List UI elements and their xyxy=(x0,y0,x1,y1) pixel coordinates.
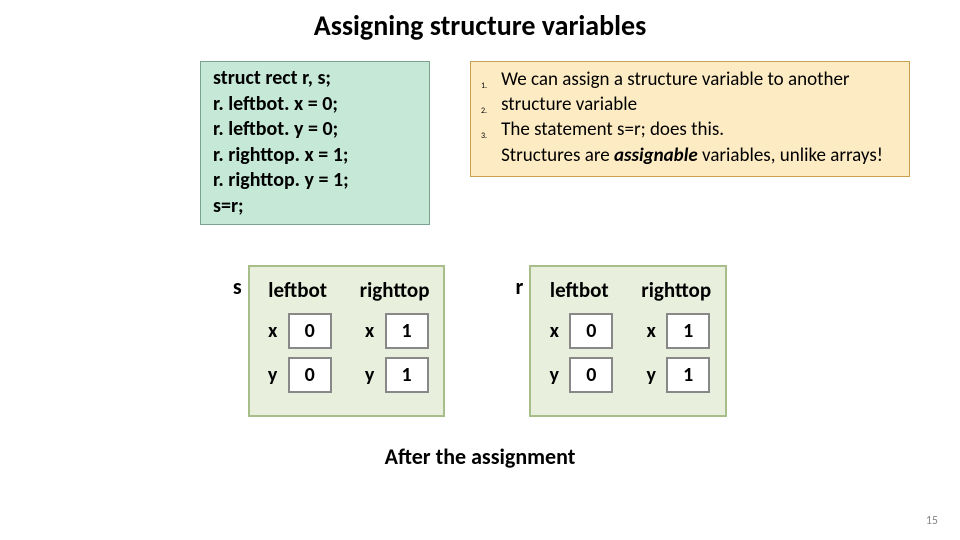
field-leftbot: leftbotx0y0 xyxy=(545,277,613,401)
notes-box: 1.2.3. We can assign a structure variabl… xyxy=(470,61,910,177)
struct-label: r xyxy=(515,273,523,300)
struct-label: s xyxy=(233,273,242,300)
diagram-caption: After the assignment xyxy=(0,443,960,470)
notes-text: We can assign a structure variable to an… xyxy=(501,68,895,170)
kv-row: y0 xyxy=(545,357,613,393)
slide-title: Assigning structure variables xyxy=(0,0,960,43)
kv-value: 0 xyxy=(288,357,332,393)
kv-key: x xyxy=(642,319,660,343)
kv-row: y1 xyxy=(361,357,429,393)
field-label: leftbot xyxy=(268,277,327,303)
kv-value: 0 xyxy=(288,313,332,349)
note-item: We can assign a structure variable to an… xyxy=(501,68,895,117)
kv-row: y0 xyxy=(264,357,332,393)
kv-key: y xyxy=(361,363,379,387)
struct-r: rleftbotx0y0righttopx1y1 xyxy=(515,265,727,417)
kv-value: 0 xyxy=(569,357,613,393)
kv-key: x xyxy=(545,319,563,343)
code-box: struct rect r, s;r. leftbot. x = 0;r. le… xyxy=(200,61,430,225)
code-line: r. leftbot. x = 0; xyxy=(213,92,417,118)
kv-value: 1 xyxy=(385,313,429,349)
kv-row: x0 xyxy=(264,313,332,349)
kv-key: x xyxy=(361,319,379,343)
kv-value: 1 xyxy=(666,357,710,393)
code-line: r. leftbot. y = 0; xyxy=(213,117,417,143)
diagram-area: sleftbotx0y0righttopx1y1rleftbotx0y0righ… xyxy=(0,265,960,417)
note-item: Structures are assignable variables, unl… xyxy=(501,144,895,169)
top-row: struct rect r, s;r. leftbot. x = 0;r. le… xyxy=(0,43,960,225)
kv-key: y xyxy=(264,363,282,387)
kv-value: 1 xyxy=(666,313,710,349)
kv-row: x1 xyxy=(361,313,429,349)
field-righttop: righttopx1y1 xyxy=(360,277,430,401)
kv-row: x0 xyxy=(545,313,613,349)
kv-value: 0 xyxy=(569,313,613,349)
field-label: righttop xyxy=(360,277,430,303)
field-righttop: righttopx1y1 xyxy=(641,277,711,401)
field-label: leftbot xyxy=(550,277,609,303)
kv-value: 1 xyxy=(385,357,429,393)
kv-key: y xyxy=(642,363,660,387)
field-label: righttop xyxy=(641,277,711,303)
kv-row: y1 xyxy=(642,357,710,393)
struct-s: sleftbotx0y0righttopx1y1 xyxy=(233,265,446,417)
kv-row: x1 xyxy=(642,313,710,349)
field-leftbot: leftbotx0y0 xyxy=(264,277,332,401)
code-line: struct rect r, s; xyxy=(213,66,417,92)
kv-key: x xyxy=(264,319,282,343)
code-line: r. righttop. y = 1; xyxy=(213,168,417,194)
note-number: 2. xyxy=(481,99,487,124)
note-number: 3. xyxy=(481,124,487,149)
note-number: 1. xyxy=(481,74,487,99)
code-line: s=r; xyxy=(213,194,417,220)
kv-key: y xyxy=(545,363,563,387)
code-line: r. righttop. x = 1; xyxy=(213,143,417,169)
struct-box: leftbotx0y0righttopx1y1 xyxy=(248,265,446,417)
struct-box: leftbotx0y0righttopx1y1 xyxy=(529,265,727,417)
note-item: The statement s=r; does this. xyxy=(501,118,895,143)
page-number: 15 xyxy=(926,514,938,528)
notes-numbers: 1.2.3. xyxy=(481,68,487,170)
